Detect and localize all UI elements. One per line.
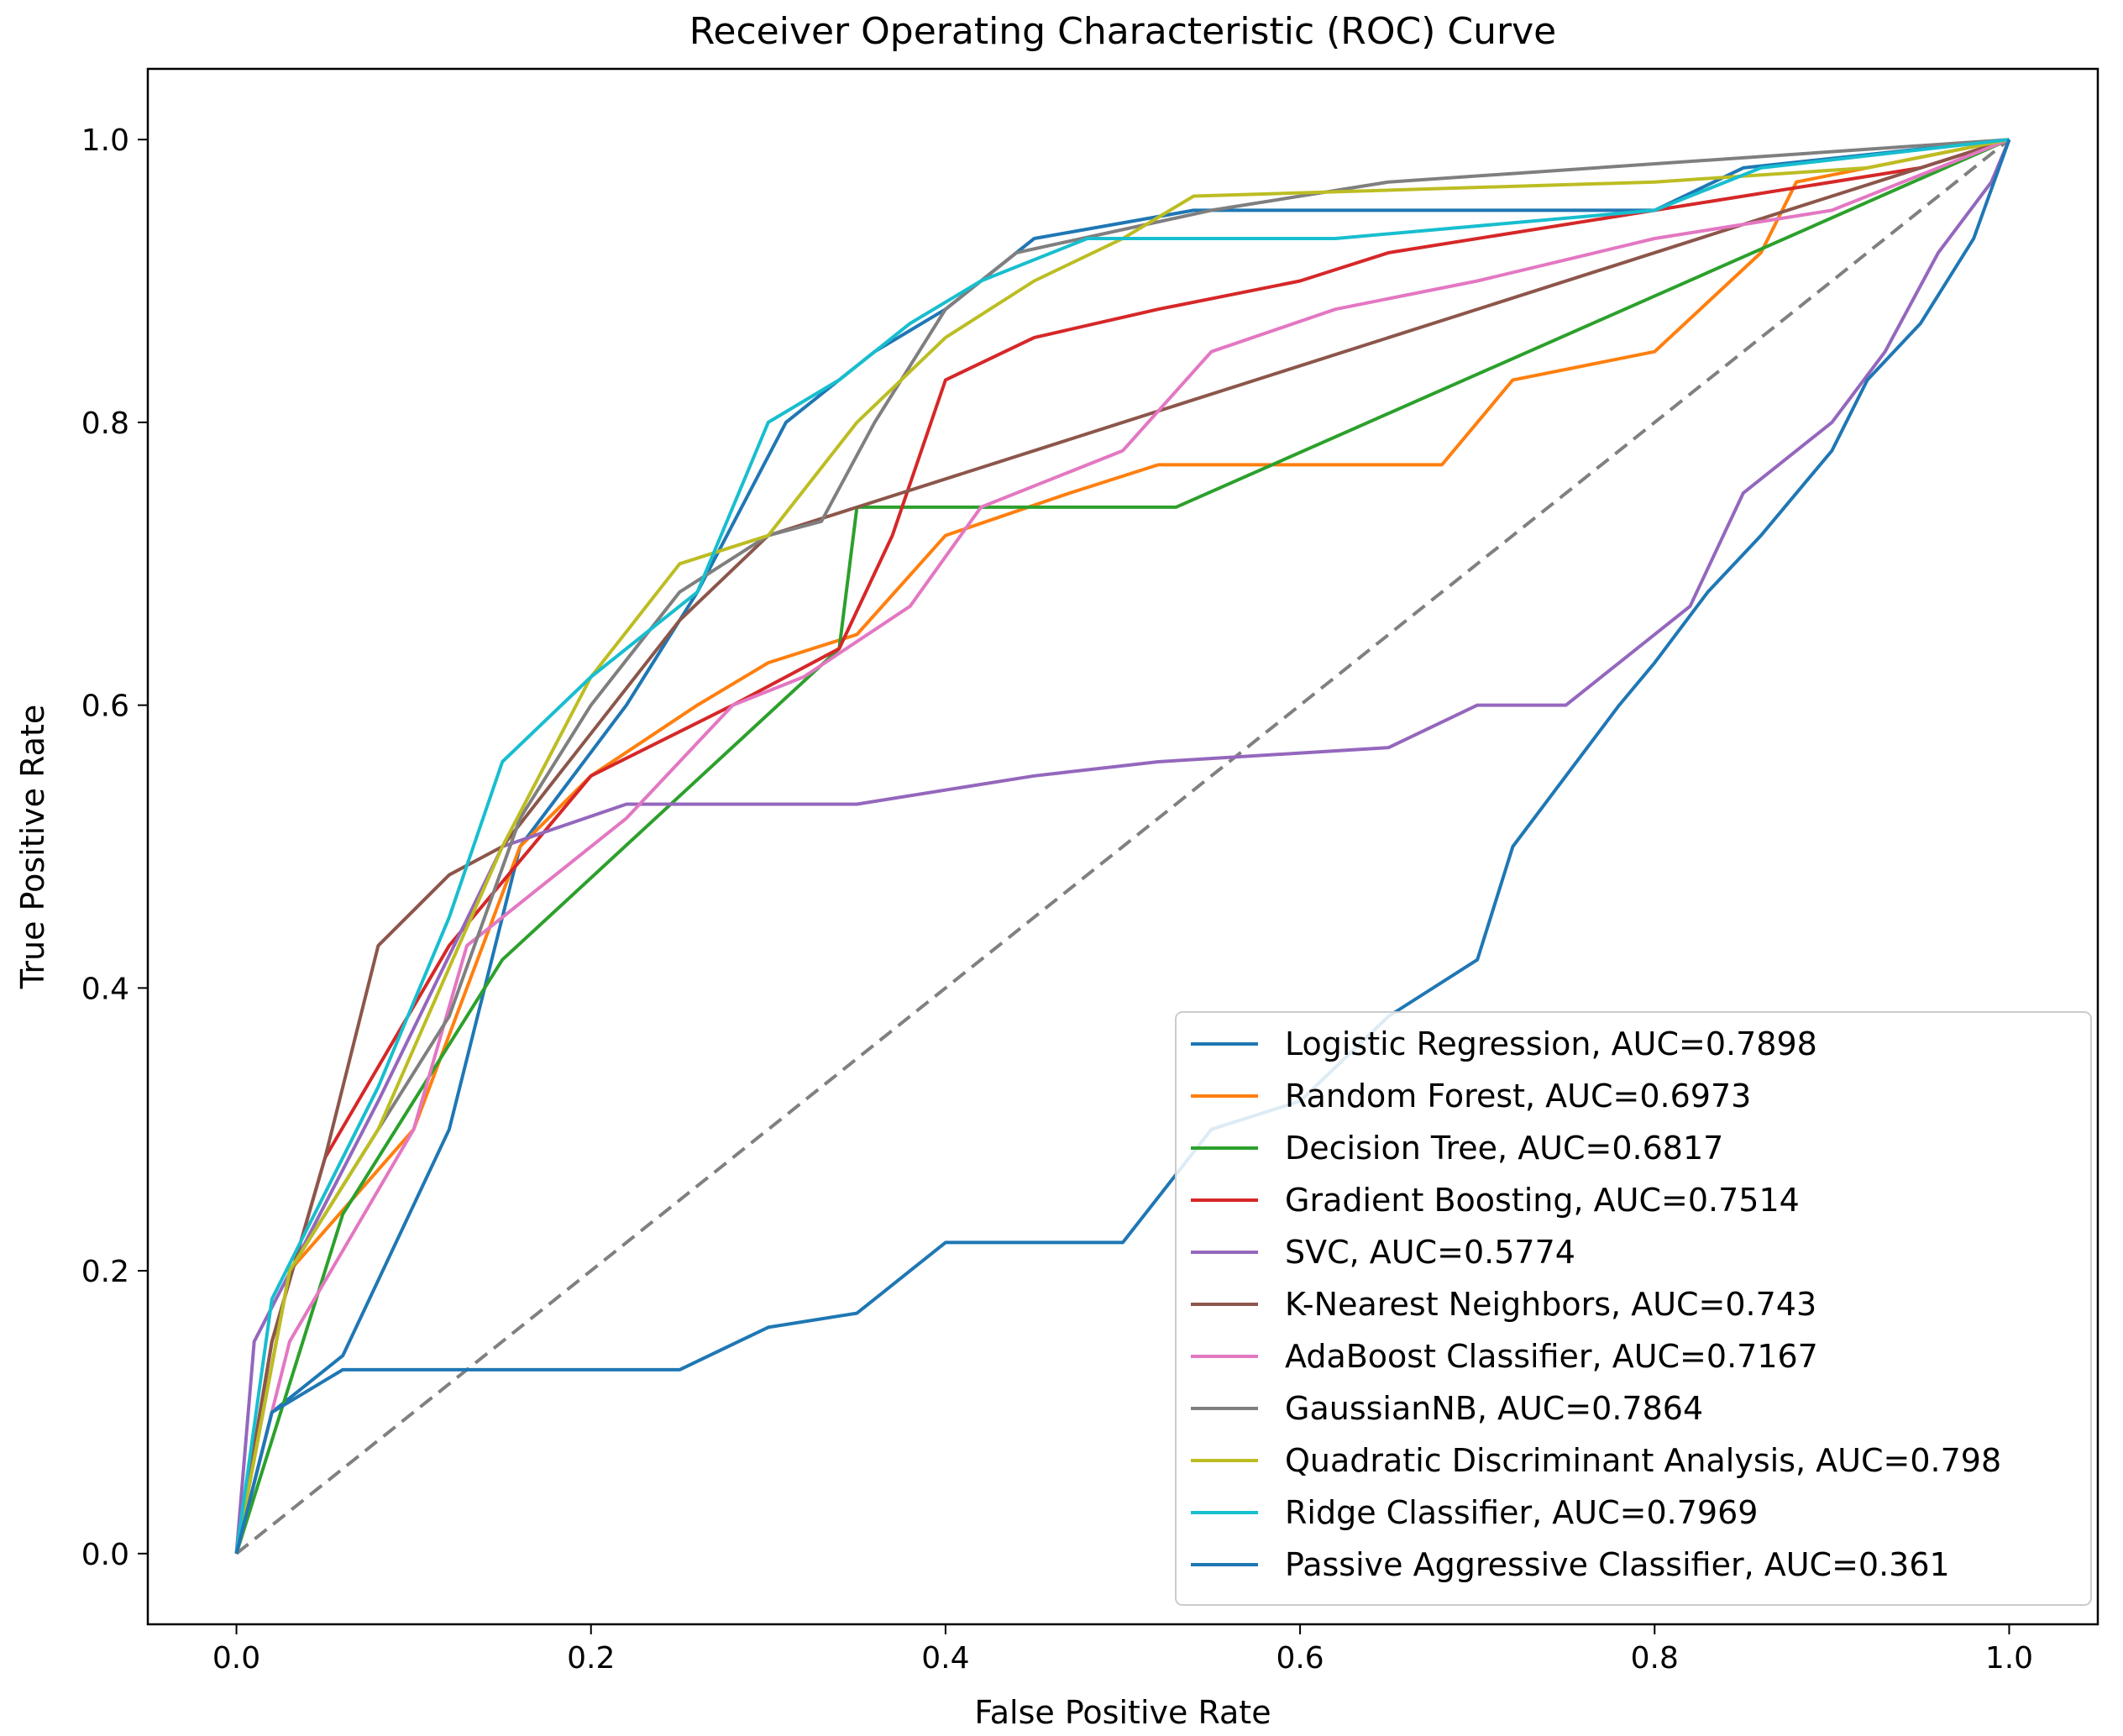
x-tick-label: 1.0 (1985, 1641, 2033, 1676)
x-tick-label: 0.8 (1631, 1641, 1679, 1676)
legend-entry: Passive Aggressive Classifier, AUC=0.361 (1285, 1546, 1950, 1583)
y-axis-label: True Positive Rate (14, 705, 51, 990)
x-tick-label: 0.2 (567, 1641, 615, 1676)
roc-curve-series-10 (234, 139, 2011, 1555)
roc-curve-series-1 (234, 138, 2010, 1555)
y-tick-label: 0.4 (81, 972, 129, 1006)
roc-curve-series-3 (234, 138, 2010, 1555)
legend-entry: Decision Tree, AUC=0.6817 (1285, 1130, 1723, 1167)
chance-diagonal-line (235, 138, 2010, 1555)
y-tick-label: 0.2 (81, 1255, 129, 1289)
x-axis-label: False Positive Rate (974, 1694, 1271, 1731)
legend-entry: Logistic Regression, AUC=0.7898 (1285, 1025, 1817, 1062)
legend-entry: Random Forest, AUC=0.6973 (1285, 1078, 1751, 1115)
legend-box (1175, 1011, 2092, 1606)
y-tick-label: 1.0 (81, 123, 129, 158)
x-tick-label: 0.4 (921, 1641, 969, 1676)
curves-group (234, 138, 2011, 1555)
roc-curve-series-6 (234, 138, 2010, 1555)
legend: Logistic Regression, AUC=0.7898 Random Fo… (1175, 1011, 2092, 1606)
roc-curve-series-4 (234, 139, 2011, 1554)
x-tick-label: 0.6 (1276, 1641, 1324, 1676)
roc-curve-series-9 (234, 138, 2010, 1555)
x-tick-label: 0.0 (212, 1641, 260, 1676)
ticks-group: 0.0 0.2 0.4 0.6 0.8 1.0 0.0 0.2 0.4 0.6 0.8 1.0 (81, 123, 2033, 1676)
legend-entry: GaussianNB, AUC=0.7864 (1285, 1390, 1703, 1427)
roc-curve-series-8 (234, 138, 2010, 1555)
legend-entry: SVC, AUC=0.5774 (1285, 1234, 1575, 1271)
legend-entry: K-Nearest Neighbors, AUC=0.743 (1285, 1286, 1816, 1323)
chart-title: Receiver Operating Characteristic (ROC) … (689, 10, 1556, 53)
legend-entry: Quadratic Discriminant Analysis, AUC=0.7… (1285, 1442, 2001, 1479)
plot-area (146, 67, 2099, 1626)
legend-entry: Gradient Boosting, AUC=0.7514 (1285, 1182, 1800, 1219)
y-tick-label: 0.8 (81, 406, 129, 441)
legend-entry: AdaBoost Classifier, AUC=0.7167 (1285, 1338, 1818, 1375)
legend-entry: Ridge Classifier, AUC=0.7969 (1285, 1494, 1758, 1531)
y-tick-label: 0.0 (81, 1538, 129, 1572)
y-tick-label: 0.6 (81, 690, 129, 724)
